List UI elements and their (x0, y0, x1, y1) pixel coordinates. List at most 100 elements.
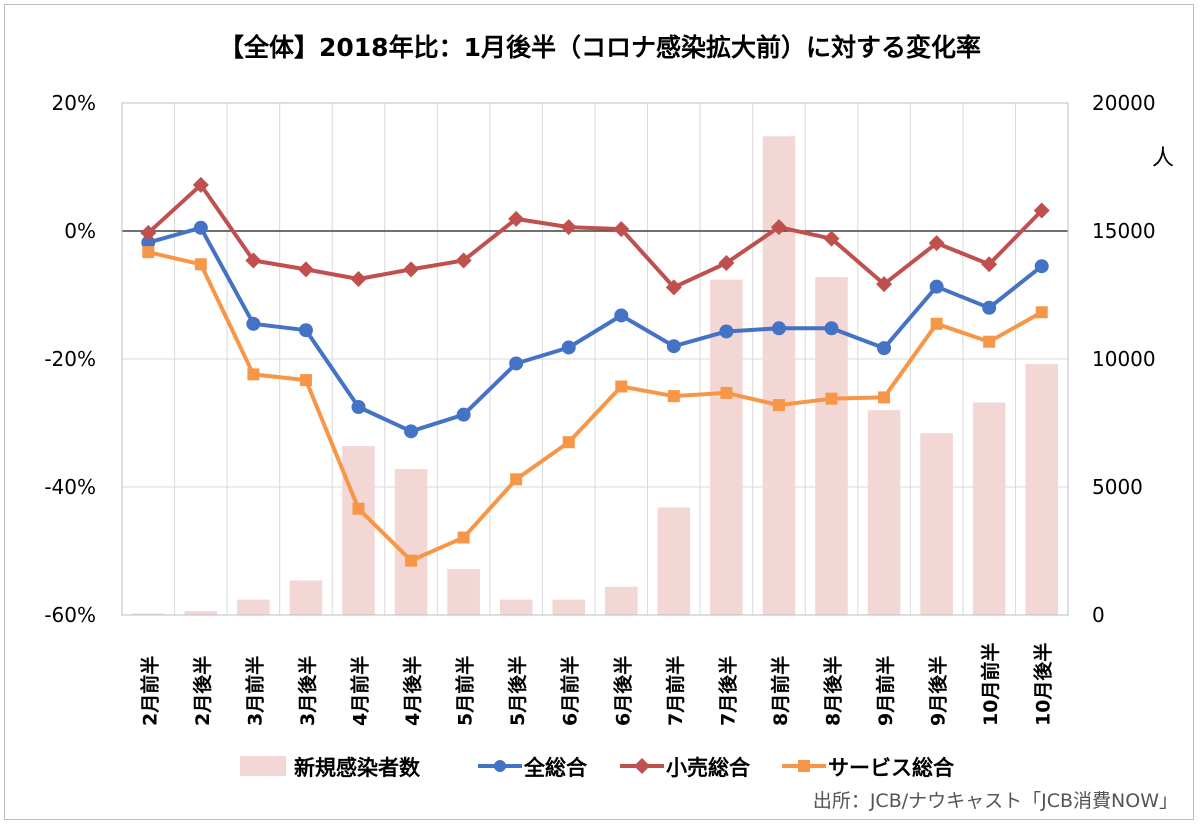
series-1-point (297, 261, 314, 278)
bar-new-infections (552, 599, 586, 615)
series-0-point (246, 316, 261, 331)
bar-new-infections (499, 599, 533, 615)
series-0-point (509, 356, 524, 371)
series-2-point (983, 335, 996, 348)
x-tick-label: 6月後半 (611, 656, 634, 726)
chart-title: 【全体】2018年比：1月後半（コロナ感染拡大前）に対する変化率 (219, 33, 981, 62)
series-1-point (1033, 202, 1050, 219)
x-tick-label: 3月後半 (296, 656, 319, 726)
bar-new-infections (131, 613, 165, 615)
series-2-point (667, 390, 680, 403)
series-0-point (141, 235, 156, 250)
bar-new-infections (920, 433, 953, 615)
series-2-point (194, 258, 207, 271)
y-left-tick-label: 0% (64, 219, 96, 243)
series-0-point (929, 279, 944, 294)
chart-frame (4, 4, 1194, 820)
series-1-point (560, 219, 577, 236)
y-left-tick-label: -60% (44, 603, 96, 627)
x-tick-label: 9月後半 (927, 656, 950, 726)
series-1-point (981, 256, 998, 273)
x-tick-label: 10月前半 (979, 643, 1002, 726)
x-tick-label: 6月前半 (559, 656, 582, 726)
legend-series-2: サービス総合 (782, 752, 982, 780)
series-2-point (878, 391, 891, 404)
series-2-point (772, 399, 785, 412)
series-0-point (614, 308, 629, 323)
series-0-point (982, 300, 997, 315)
legend-bars-label: 新規感染者数 (294, 756, 420, 780)
series-1-point (718, 255, 735, 271)
series-1-point (192, 176, 209, 193)
legend-series-0-swatch (478, 760, 522, 772)
x-tick-label: 8月後半 (822, 656, 845, 726)
bar-new-infections (394, 469, 428, 615)
bar-new-infections (867, 410, 901, 615)
series-0-point (877, 341, 892, 356)
bar-new-infections (342, 446, 375, 615)
series-1-point (403, 261, 420, 278)
legend-bars-swatch (240, 756, 286, 776)
series-2-point (299, 374, 312, 387)
series-1-point (140, 224, 157, 241)
series-2-point (405, 554, 418, 567)
x-tick-label: 2月前半 (138, 656, 161, 726)
legend-series-1-label: 小売総合 (666, 756, 750, 780)
series-1-point (350, 271, 367, 287)
x-tick-label: 4月前半 (349, 656, 372, 726)
y-left-tick-label: -40% (44, 475, 96, 499)
series-0-point (404, 424, 419, 439)
series-2-point (930, 317, 943, 330)
series-1-point (455, 252, 472, 269)
series-0-point (351, 400, 366, 414)
series-line-1 (146, 182, 1044, 290)
bar-new-infections (604, 586, 638, 615)
series-2-point (352, 502, 365, 515)
series-1-point (245, 252, 262, 269)
series-0-point (824, 321, 839, 336)
legend-series-2-swatch (782, 760, 826, 772)
series-0-point (1034, 259, 1049, 274)
bar-new-infections (184, 611, 218, 615)
x-tick-label: 9月前半 (874, 656, 897, 726)
series-2-point (1035, 306, 1048, 319)
series-2-point (142, 246, 155, 259)
legend-series-2-label: サービス総合 (828, 756, 954, 780)
bar-new-infections (657, 507, 691, 615)
series-0-point (193, 220, 208, 235)
series-0-point (666, 339, 681, 354)
series-line-2 (147, 250, 1043, 563)
series-2-point (510, 473, 523, 486)
series-0-point (298, 323, 313, 338)
x-tick-label: 4月後半 (401, 656, 424, 726)
series-1-point (665, 279, 682, 296)
x-tick-label: 7月前半 (664, 656, 687, 726)
bar-new-infections (972, 402, 1006, 615)
series-1-point (928, 235, 945, 252)
series-2-point (562, 436, 575, 449)
source-note: 出所：JCB/ナウキャスト「JCB消費NOW」 (812, 790, 1178, 812)
series-0-point (719, 324, 734, 339)
bar-new-infections (762, 136, 796, 615)
legend-series-0: 全総合 (478, 752, 618, 780)
series-line-0 (147, 225, 1043, 434)
series-0-point (456, 407, 471, 422)
series-2-point (615, 380, 628, 393)
bar-new-infections (447, 568, 480, 615)
series-2-point (247, 368, 260, 381)
series-2-point (457, 531, 470, 544)
y-right-tick-label: 10000 (1092, 347, 1156, 371)
series-1-point (823, 230, 840, 247)
bar-new-infections (1025, 364, 1059, 615)
y-right-tick-label: 20000 (1092, 91, 1156, 115)
x-tick-label: 5月後半 (506, 656, 529, 726)
series-1-point (508, 210, 525, 227)
y-right-tick-label: 0 (1092, 603, 1105, 627)
legend-series-0-label: 全総合 (524, 756, 587, 780)
x-tick-label: 10月後半 (1032, 643, 1055, 726)
series-1-point (613, 221, 630, 238)
y-right-tick-label: 5000 (1092, 475, 1143, 499)
y-left-tick-label: -20% (44, 347, 96, 371)
legend-series-1: 小売総合 (620, 752, 780, 780)
